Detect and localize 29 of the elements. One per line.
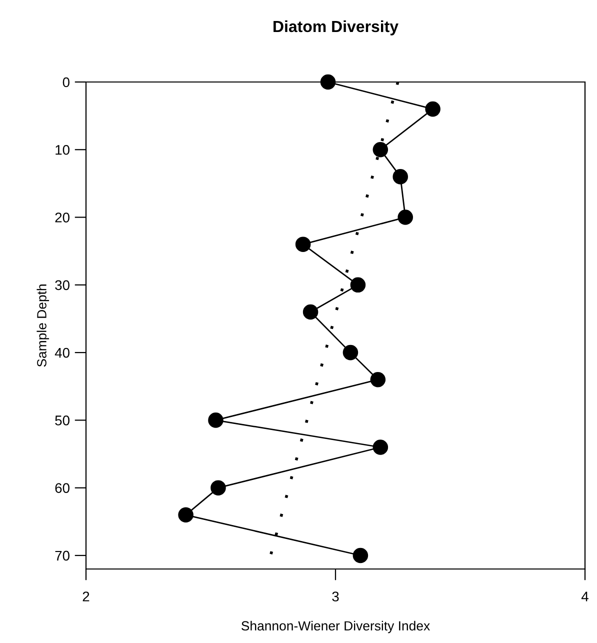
point — [302, 304, 318, 320]
point — [208, 412, 224, 428]
point — [398, 210, 413, 225]
point — [392, 169, 408, 184]
y-tick-label: 40 — [54, 348, 70, 358]
point — [210, 480, 226, 496]
point — [372, 440, 388, 455]
point — [425, 101, 440, 117]
x-axis-title: Shannon-Wiener Diversity Index — [242, 620, 430, 634]
point — [178, 507, 194, 523]
y-tick-label: 20 — [55, 212, 70, 222]
y-tick-label: 70 — [55, 550, 70, 561]
chart-title: Diatom Diversity — [274, 20, 398, 36]
point — [372, 142, 388, 158]
y-tick-label: 60 — [55, 483, 70, 494]
point — [342, 344, 358, 360]
point — [352, 548, 368, 564]
point — [350, 277, 366, 293]
point — [320, 74, 336, 90]
x-tick-label: 3 — [332, 592, 339, 602]
point — [295, 236, 311, 252]
y-tick-label: 10 — [56, 144, 70, 155]
y-tick-label: 0 — [62, 77, 70, 88]
point — [370, 372, 386, 388]
y-tick-label: 30 — [55, 280, 70, 290]
y-axis-title: Sample Depth — [36, 284, 50, 367]
x-tick-label: 2 — [82, 592, 90, 602]
y-tick-label: 50 — [55, 416, 70, 426]
x-tick-label: 4 — [581, 592, 588, 602]
